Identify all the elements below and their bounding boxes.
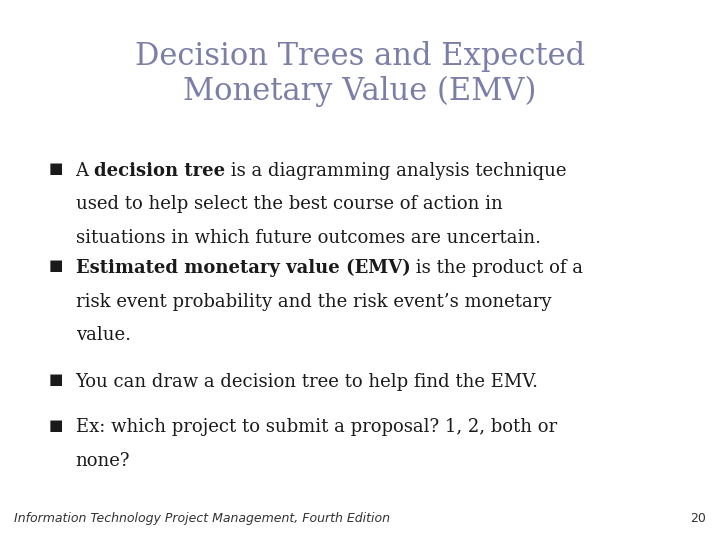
Text: ■: ■ (49, 162, 63, 176)
Text: Information Technology Project Management, Fourth Edition: Information Technology Project Managemen… (14, 512, 390, 525)
Text: situations in which future outcomes are uncertain.: situations in which future outcomes are … (76, 229, 541, 247)
Text: Monetary Value (EMV): Monetary Value (EMV) (184, 76, 536, 107)
Text: ■: ■ (49, 418, 63, 433)
Text: none?: none? (76, 452, 130, 470)
Text: used to help select the best course of action in: used to help select the best course of a… (76, 195, 503, 213)
Text: 20: 20 (690, 512, 706, 525)
Text: value.: value. (76, 326, 130, 344)
Text: is the product of a: is the product of a (410, 259, 583, 277)
Text: You can draw a decision tree to help find the EMV.: You can draw a decision tree to help fin… (76, 373, 539, 390)
Text: Estimated monetary value (EMV): Estimated monetary value (EMV) (76, 259, 410, 278)
Text: risk event probability and the risk event’s monetary: risk event probability and the risk even… (76, 293, 551, 310)
Text: Ex: which project to submit a proposal? 1, 2, both or: Ex: which project to submit a proposal? … (76, 418, 557, 436)
Text: decision tree: decision tree (94, 162, 225, 180)
Text: is a diagramming analysis technique: is a diagramming analysis technique (225, 162, 567, 180)
Text: ■: ■ (49, 259, 63, 273)
Text: A: A (76, 162, 94, 180)
Text: Decision Trees and Expected: Decision Trees and Expected (135, 41, 585, 72)
Text: ■: ■ (49, 373, 63, 387)
